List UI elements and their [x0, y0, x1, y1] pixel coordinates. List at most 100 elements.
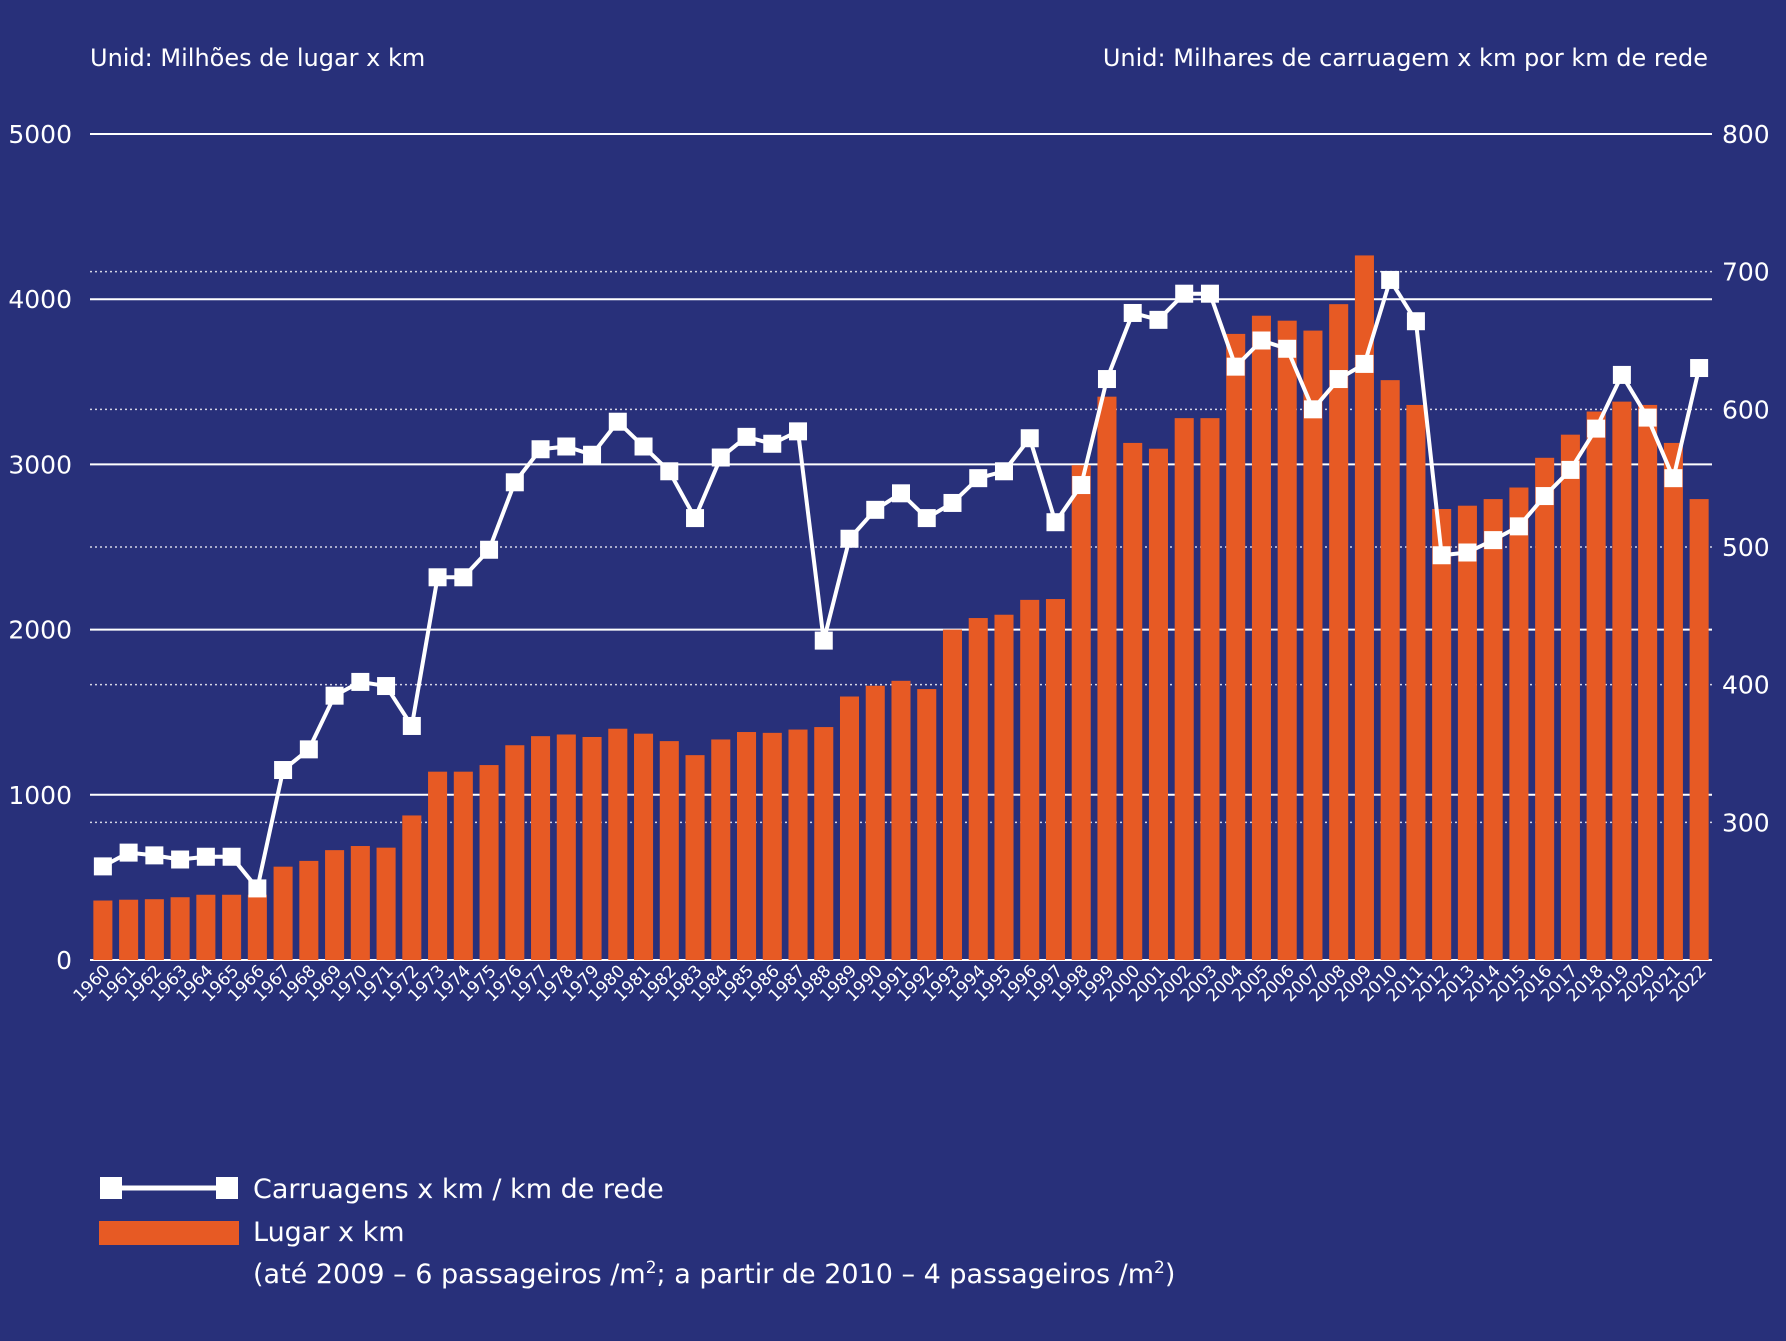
line-marker-2013 — [1458, 543, 1477, 562]
bar-1965 — [222, 894, 242, 960]
bar-1982 — [659, 741, 679, 960]
bar-1973 — [428, 771, 448, 960]
line-marker-2019 — [1612, 365, 1631, 384]
line-marker-1992 — [917, 509, 936, 528]
line-marker-2009 — [1355, 354, 1374, 373]
bar-2001 — [1148, 448, 1168, 960]
line-marker-1994 — [969, 469, 988, 488]
line-marker-1967 — [274, 761, 293, 780]
line-marker-2005 — [1252, 331, 1271, 350]
left-tick-label: 2000 — [8, 616, 72, 645]
bar-2004 — [1226, 333, 1246, 961]
line-marker-1976 — [505, 473, 524, 492]
line-marker-2004 — [1226, 357, 1245, 376]
bar-1967 — [273, 866, 293, 960]
line-marker-2022 — [1690, 359, 1709, 378]
bar-2013 — [1457, 505, 1477, 960]
line-marker-2010 — [1381, 270, 1400, 289]
bar-1978 — [556, 734, 576, 960]
legend-bar-swatch — [99, 1221, 239, 1245]
bar-1981 — [634, 733, 654, 960]
bar-1968 — [299, 860, 319, 960]
legend-note: (até 2009 – 6 passageiros /m2; a partir … — [253, 1258, 1175, 1290]
bar-1998 — [1071, 465, 1091, 960]
line-marker-1966 — [248, 879, 267, 898]
bar-1996 — [1020, 599, 1040, 960]
bar-1977 — [531, 736, 551, 960]
line-marker-1980 — [608, 412, 627, 431]
bar-2021 — [1663, 442, 1683, 960]
line-marker-1978 — [557, 437, 576, 456]
bar-2011 — [1406, 404, 1426, 961]
line-marker-1998 — [1072, 476, 1091, 495]
legend-bar-label: Lugar x km — [253, 1217, 405, 1248]
line-marker-1988 — [814, 631, 833, 650]
legend: Carruagens x km / km de rede Lugar x km … — [99, 1174, 1175, 1290]
right-axis-unit-label: Unid: Milhares de carruagem x km por km … — [1103, 44, 1708, 72]
line-marker-2017 — [1561, 460, 1580, 479]
line-marker-2018 — [1587, 419, 1606, 438]
line-marker-2003 — [1200, 284, 1219, 303]
bar-2020 — [1638, 404, 1658, 961]
line-marker-1991 — [892, 484, 910, 503]
bar-2005 — [1251, 315, 1271, 961]
line-marker-2014 — [1484, 531, 1503, 550]
bar-1964 — [196, 894, 216, 960]
line-marker-1986 — [763, 434, 782, 453]
line-marker-1985 — [737, 427, 756, 446]
line-marker-2011 — [1406, 312, 1425, 331]
bar-1992 — [917, 689, 937, 960]
left-tick-label: 3000 — [8, 450, 72, 479]
bar-1976 — [505, 745, 525, 960]
bar-2003 — [1200, 418, 1220, 960]
bar-2015 — [1509, 487, 1529, 960]
line-marker-1973 — [428, 568, 447, 587]
line-marker-1977 — [531, 440, 550, 459]
line-marker-2020 — [1638, 408, 1657, 427]
line-marker-2001 — [1149, 310, 1168, 329]
line-marker-1981 — [634, 437, 653, 456]
bar-series — [93, 255, 1709, 961]
bar-2017 — [1560, 434, 1580, 960]
bar-2019 — [1612, 401, 1632, 960]
line-marker-1996 — [1020, 429, 1039, 448]
bar-1987 — [788, 729, 808, 960]
line-marker-1964 — [196, 847, 215, 866]
bar-2002 — [1174, 418, 1194, 960]
line-marker-2000 — [1123, 303, 1142, 322]
bar-2000 — [1123, 442, 1143, 960]
bar-1985 — [736, 732, 757, 960]
bar-1971 — [376, 847, 396, 960]
bar-1983 — [685, 755, 705, 960]
line-marker-1970 — [351, 672, 370, 691]
line-marker-1960 — [93, 857, 112, 876]
bar-1980 — [608, 728, 628, 960]
bar-1991 — [891, 680, 911, 960]
left-tick-label: 4000 — [8, 285, 72, 314]
right-tick-label: 500 — [1722, 533, 1770, 562]
right-tick-label: 300 — [1722, 808, 1770, 837]
line-marker-1961 — [119, 843, 138, 862]
bar-2012 — [1432, 509, 1452, 960]
bar-1993 — [942, 629, 963, 960]
bar-1975 — [479, 765, 499, 960]
line-marker-1975 — [480, 540, 499, 559]
left-axis-ticks: 0 1000 2000 3000 4000 5000 — [8, 120, 72, 975]
bar-1997 — [1045, 599, 1066, 960]
bar-1970 — [350, 846, 370, 960]
bar-1972 — [402, 815, 422, 960]
line-marker-2002 — [1175, 284, 1194, 303]
line-marker-1989 — [840, 529, 859, 548]
line-marker-1990 — [866, 500, 885, 519]
line-marker-1993 — [943, 493, 962, 512]
bar-2010 — [1380, 380, 1400, 960]
bar-1963 — [170, 897, 190, 960]
line-marker-2015 — [1509, 517, 1528, 536]
legend-line-label: Carruagens x km / km de rede — [253, 1174, 664, 1205]
line-marker-1984 — [711, 448, 730, 467]
line-marker-1999 — [1097, 370, 1116, 389]
bar-1962 — [144, 899, 164, 960]
bar-2022 — [1689, 499, 1709, 960]
bar-1999 — [1097, 396, 1117, 961]
bar-1979 — [582, 736, 602, 960]
